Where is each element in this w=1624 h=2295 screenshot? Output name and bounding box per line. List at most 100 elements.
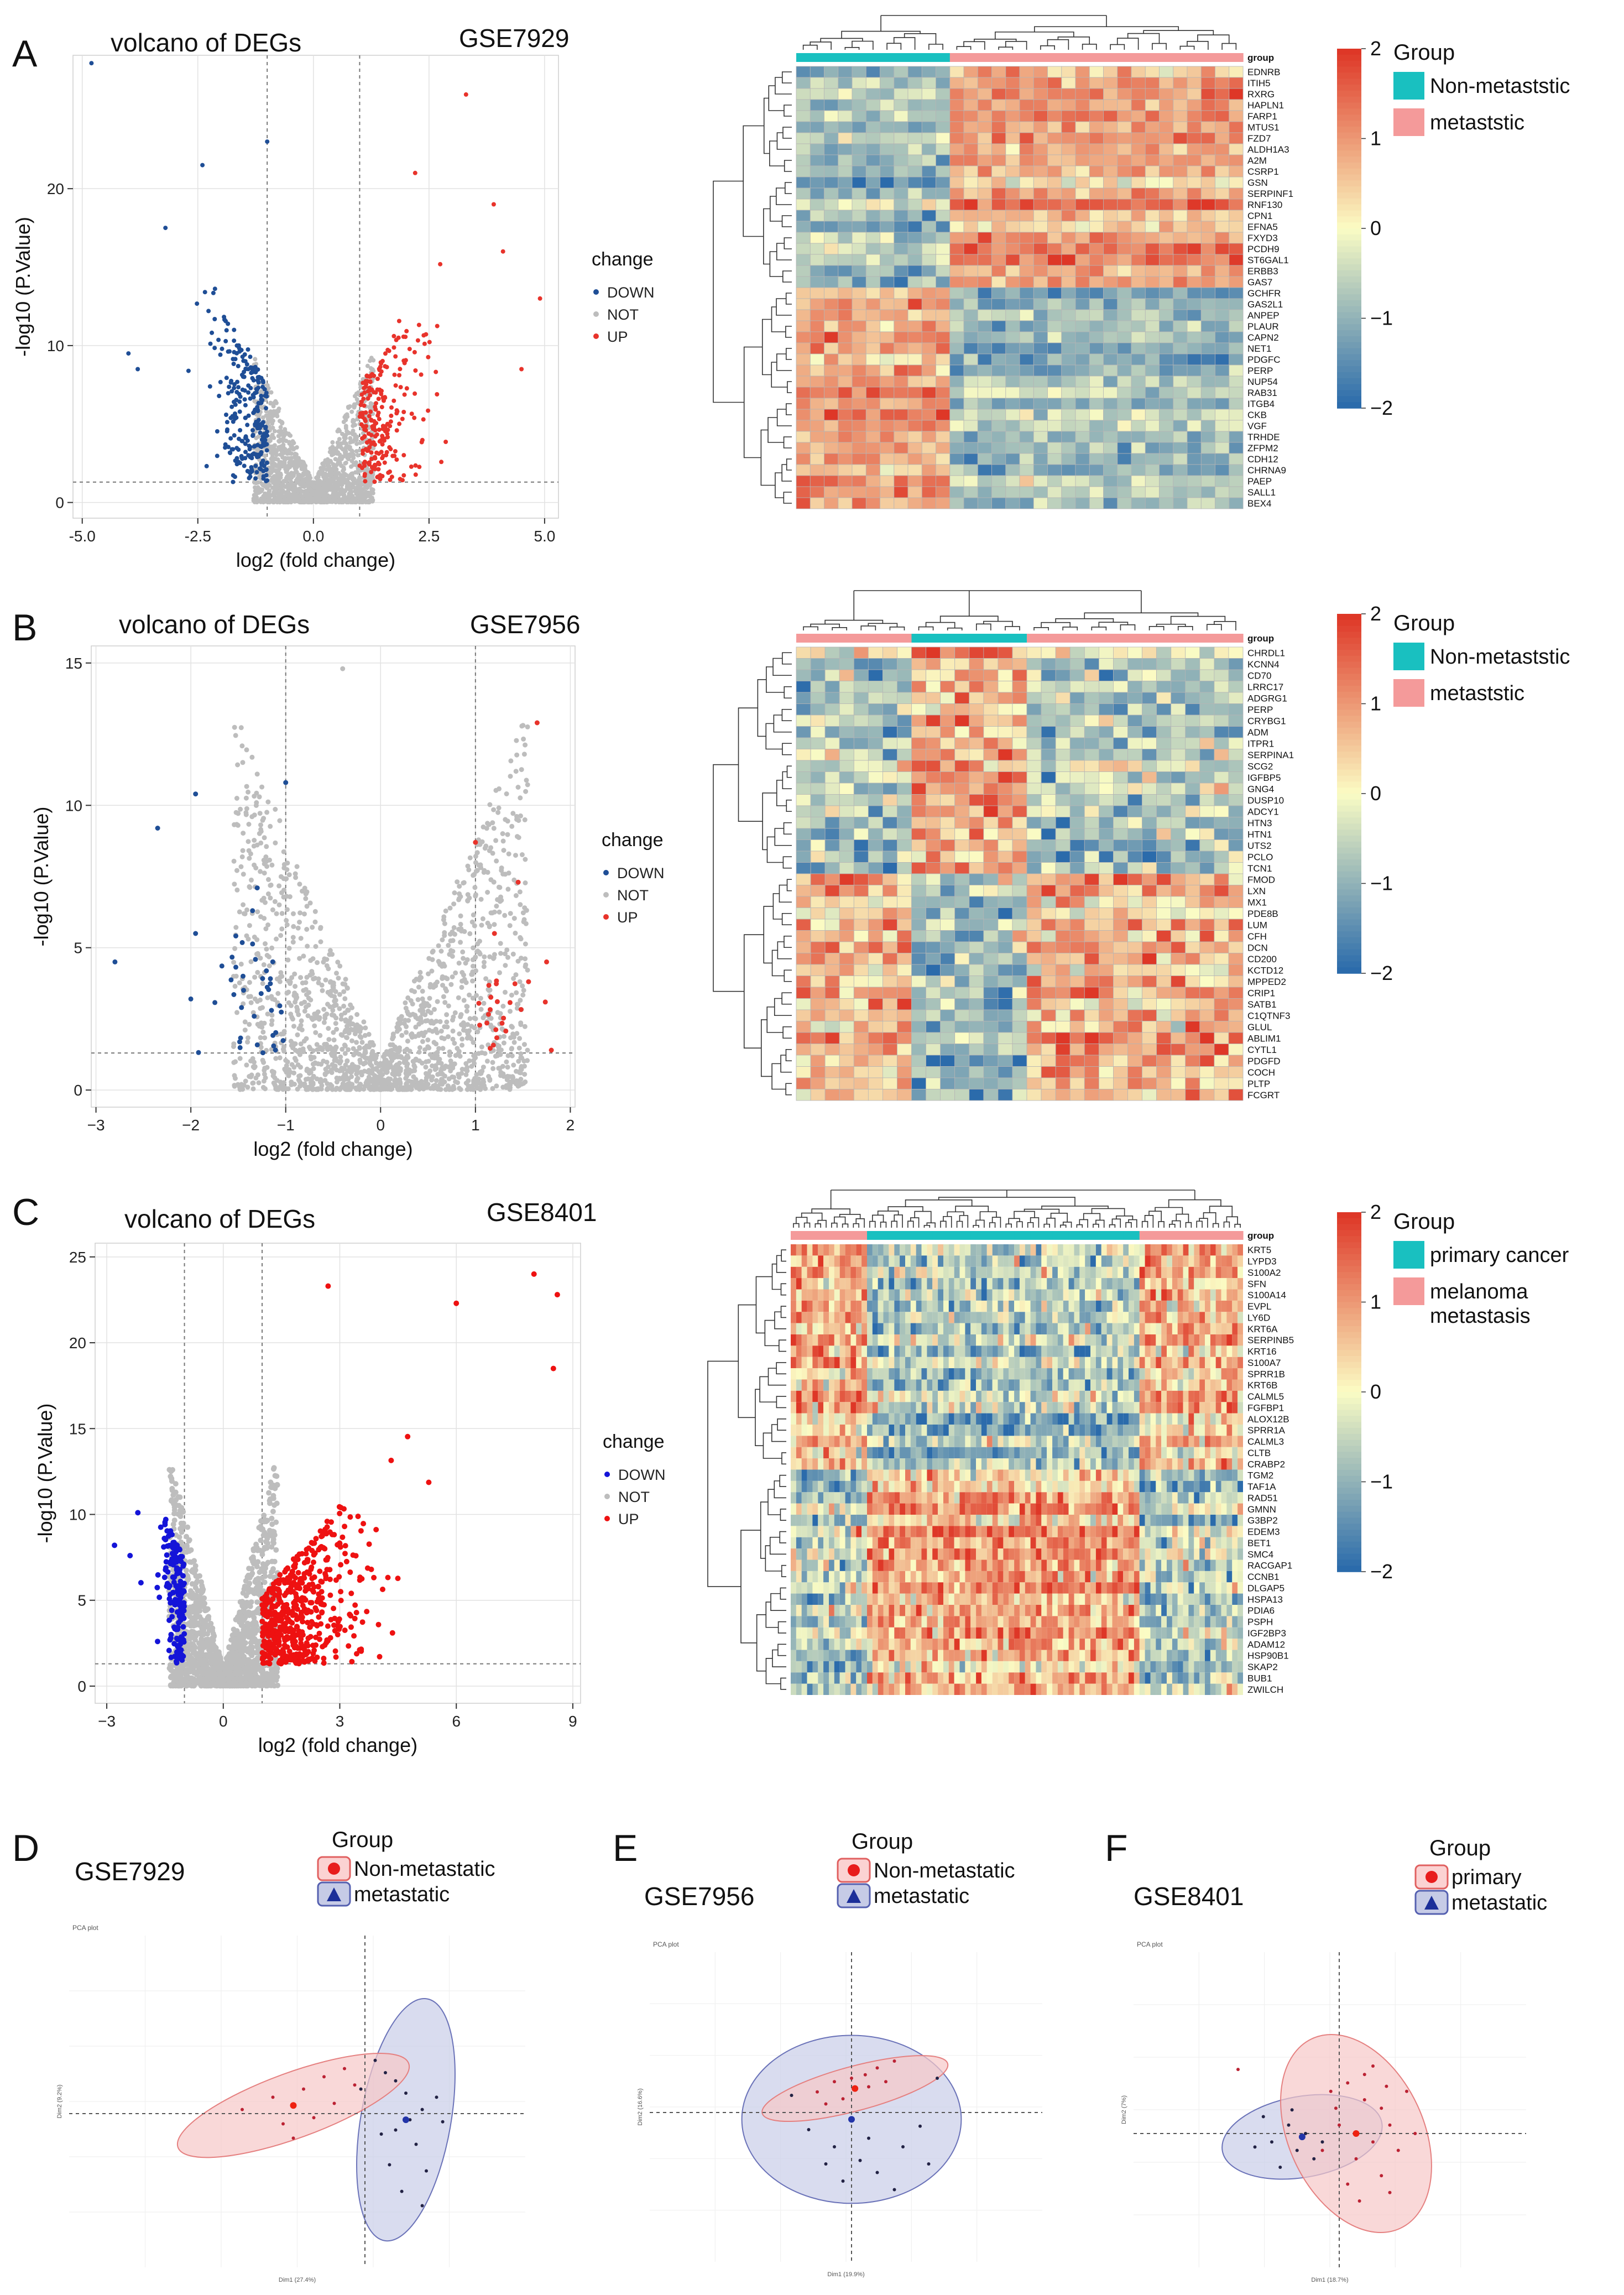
data-point (360, 436, 365, 441)
data-point (380, 435, 385, 440)
data-point (459, 1036, 465, 1042)
data-point (498, 951, 503, 956)
data-point (232, 327, 237, 332)
data-point (300, 980, 305, 985)
data-point (475, 941, 481, 947)
data-point (290, 463, 295, 468)
data-point (382, 1084, 387, 1090)
data-point (224, 429, 229, 434)
data-point (368, 393, 373, 398)
data-point (89, 61, 94, 66)
data-point (292, 471, 297, 476)
data-point (278, 432, 283, 437)
data-point (456, 961, 462, 966)
data-point (284, 918, 289, 923)
data-point (359, 487, 364, 492)
data-point (277, 1055, 283, 1061)
data-point (426, 1071, 431, 1076)
data-point (279, 482, 284, 487)
data-point (208, 341, 213, 346)
data-point (242, 397, 247, 402)
data-point (478, 896, 484, 902)
data-point (308, 1080, 314, 1086)
data-point (297, 920, 302, 925)
data-point (262, 916, 267, 921)
data-point (504, 1059, 509, 1065)
data-point (275, 991, 281, 996)
y-tick-label: 10 (65, 797, 82, 814)
data-point (320, 988, 325, 993)
data-point (354, 495, 359, 500)
data-point (503, 989, 508, 995)
data-point (458, 1087, 463, 1092)
data-point (204, 463, 209, 468)
data-point (505, 1065, 510, 1070)
data-point (357, 1051, 362, 1057)
data-point (413, 463, 418, 468)
data-point (263, 491, 268, 496)
data-point (349, 431, 354, 436)
data-point (257, 401, 262, 406)
data-point (362, 416, 367, 421)
data-point (500, 1071, 506, 1077)
data-point (401, 410, 406, 414)
data-point (267, 963, 272, 968)
data-point (343, 460, 348, 465)
data-point (415, 997, 421, 1003)
data-point (284, 990, 290, 996)
data-point (373, 390, 378, 395)
data-point (231, 419, 236, 424)
data-point (247, 885, 253, 890)
panel-letter-d: D (12, 1827, 39, 1869)
data-point (262, 433, 267, 438)
data-point (379, 361, 384, 366)
data-point (322, 1015, 328, 1021)
data-point (340, 666, 346, 671)
data-point (373, 1055, 379, 1061)
data-point (279, 420, 284, 425)
data-point (430, 1074, 435, 1079)
data-point (333, 446, 338, 451)
data-point (318, 939, 323, 945)
data-point (330, 440, 335, 445)
x-tick-label: 1 (471, 1117, 480, 1134)
data-point (457, 1031, 462, 1036)
data-point (495, 1010, 500, 1015)
data-point (390, 1034, 396, 1040)
data-point (503, 817, 508, 822)
data-point (508, 911, 513, 916)
legend-entry: UP (607, 328, 628, 345)
data-point (298, 1041, 304, 1047)
data-point (237, 909, 242, 915)
panel-letter-c: C (12, 1191, 39, 1233)
data-point (237, 1056, 243, 1061)
data-point (335, 476, 340, 481)
data-point (365, 363, 370, 368)
data-point (348, 487, 353, 492)
data-point (385, 347, 390, 352)
data-point (523, 1079, 528, 1084)
data-point (500, 838, 506, 844)
data-point (255, 969, 260, 975)
data-point (413, 1078, 419, 1083)
data-point (420, 1008, 425, 1014)
data-point (491, 826, 497, 831)
data-point (522, 1072, 528, 1077)
data-point (419, 372, 424, 377)
data-point (263, 941, 268, 946)
data-point (226, 445, 231, 450)
data-point (485, 1011, 491, 1017)
data-point (285, 1059, 290, 1065)
data-point (341, 1003, 347, 1009)
data-point (293, 999, 298, 1005)
data-point (279, 926, 285, 932)
y-tick-label: 15 (65, 655, 82, 672)
data-point (380, 395, 385, 400)
data-point (372, 1073, 378, 1078)
data-point (260, 980, 265, 986)
data-point (315, 960, 320, 966)
data-point (509, 1046, 514, 1051)
data-point (255, 409, 260, 414)
data-point (234, 822, 239, 827)
data-point (341, 989, 347, 994)
